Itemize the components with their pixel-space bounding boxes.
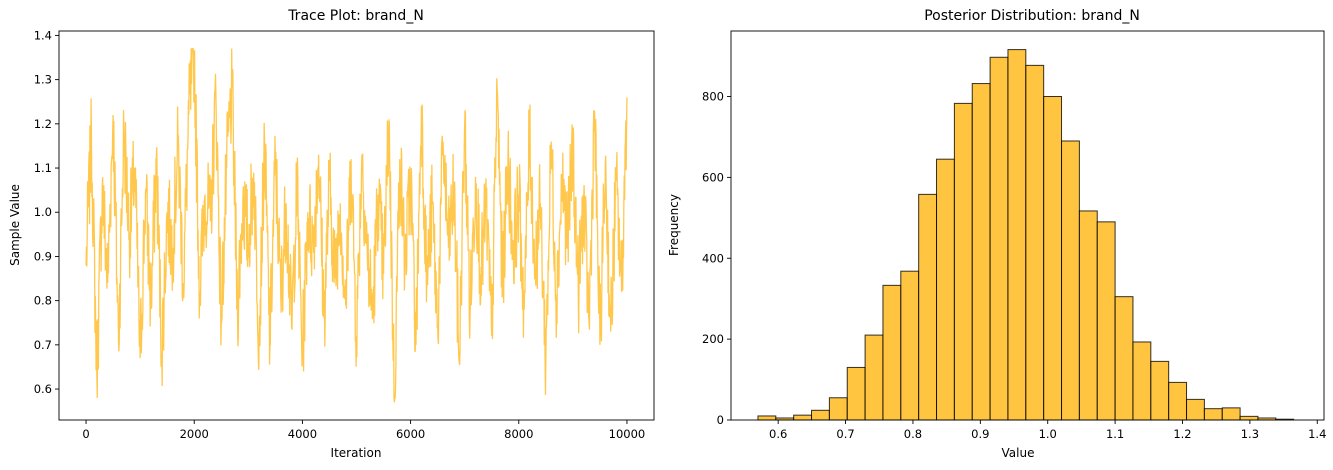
histogram-bar (1186, 398, 1205, 421)
histogram-bar (1203, 408, 1223, 421)
trace-x-tick-label: 2000 (180, 427, 209, 441)
histogram-bar (936, 158, 955, 421)
histogram-bar (971, 83, 991, 421)
trace-y-tick-label: 1.3 (34, 73, 52, 87)
trace-x-tick-label: 10000 (609, 427, 646, 441)
trace-y-tick-label: 0.8 (34, 294, 52, 308)
histogram-x-tick-label: 0.8 (904, 427, 922, 441)
histogram-bars (757, 49, 1295, 421)
trace-y-tick-label: 0.6 (34, 382, 52, 396)
histogram-bar (1096, 221, 1116, 421)
trace-y-tick-label: 0.9 (34, 249, 52, 263)
histogram-bar (1078, 210, 1098, 421)
histogram-y-tick-label: 800 (702, 90, 724, 104)
histogram-x-axis: 0.6 0.7 0.8 0.9 1.0 1.1 1.2 1.3 1.4 (769, 420, 1326, 441)
histogram-x-tick-label: 1.1 (1106, 427, 1124, 441)
histogram-y-tick-label: 0 (717, 413, 724, 427)
histogram-x-tick-label: 1.4 (1308, 427, 1326, 441)
trace-panel: Trace Plot: brand_N 0 2000 4000 6000 8000 100… (8, 8, 655, 460)
trace-x-tick-label: 8000 (504, 427, 533, 441)
trace-y-tick-label: 0.7 (34, 338, 52, 352)
histogram-x-tick-label: 0.7 (836, 427, 854, 441)
trace-x-tick-label: 0 (82, 427, 89, 441)
histogram-y-axis: 0 200 400 600 800 (702, 90, 731, 427)
histogram-y-tick-label: 400 (702, 251, 724, 265)
trace-y-tick-label: 1.1 (34, 161, 52, 175)
histogram-bar (918, 193, 938, 421)
histogram-bar (864, 334, 884, 421)
histogram-axes-frame (730, 30, 1325, 421)
histogram-bar (989, 56, 1009, 421)
trace-y-tick-label: 1.2 (34, 117, 52, 131)
trace-y-label: Sample Value (8, 184, 22, 266)
histogram-y-tick-label: 200 (702, 332, 724, 346)
histogram-bar (1150, 360, 1170, 421)
histogram-x-tick-label: 0.6 (769, 427, 787, 441)
histogram-bar (757, 415, 777, 421)
histogram-y-tick-label: 600 (702, 170, 724, 184)
histogram-x-tick-label: 1.0 (1039, 427, 1057, 441)
trace-title: Trace Plot: brand_N (287, 8, 424, 24)
trace-x-tick-label: 6000 (396, 427, 425, 441)
histogram-x-tick-label: 0.9 (971, 427, 989, 441)
histogram-bar (828, 397, 848, 421)
histogram-bar (811, 409, 830, 421)
trace-x-label: Iteration (331, 446, 382, 460)
histogram-y-label: Frequency (667, 194, 681, 256)
histogram-bar (953, 102, 973, 421)
histogram-bar (882, 284, 902, 421)
histogram-bar (846, 366, 866, 421)
histogram-bar (1061, 140, 1080, 421)
trace-y-tick-label: 1.4 (34, 28, 52, 42)
histogram-bar (1043, 96, 1063, 421)
trace-x-tick-label: 4000 (288, 427, 317, 441)
histogram-x-tick-label: 1.3 (1241, 427, 1259, 441)
trace-y-axis: 0.6 0.7 0.8 0.9 1.0 1.1 1.2 1.3 1.4 (34, 28, 59, 396)
trace-plot-area (85, 48, 628, 403)
histogram-bar (1007, 49, 1027, 421)
histogram-bar (1168, 381, 1188, 421)
histogram-bar (1132, 341, 1152, 421)
histogram-bar (900, 270, 920, 421)
trace-axes-frame (58, 30, 655, 421)
trace-x-axis: 0 2000 4000 6000 8000 10000 (82, 420, 645, 441)
histogram-bar (1239, 415, 1259, 421)
trace-line (85, 48, 628, 403)
histogram-title: Posterior Distribution: brand_N (924, 8, 1140, 24)
histogram-panel: Posterior Distribution: brand_N 0.6 0.7 0.… (667, 8, 1326, 460)
histogram-x-tick-label: 1.2 (1173, 427, 1191, 441)
histogram-bar (1221, 407, 1241, 421)
trace-y-tick-label: 1.0 (34, 205, 52, 219)
histogram-bar (1114, 296, 1134, 421)
histogram-x-label: Value (1002, 446, 1035, 460)
histogram-bar (1025, 64, 1045, 421)
histogram-bar (793, 414, 813, 421)
